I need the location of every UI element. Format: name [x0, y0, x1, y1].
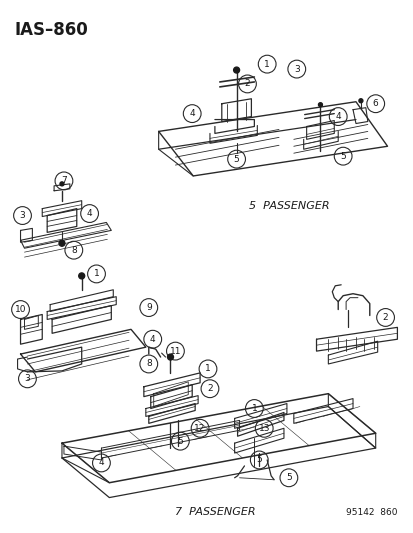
Text: 2: 2 [382, 313, 387, 322]
Text: 9: 9 [145, 303, 151, 312]
Text: 4: 4 [189, 109, 195, 118]
Text: 4: 4 [98, 458, 104, 467]
Text: 4: 4 [87, 209, 92, 218]
Text: 5: 5 [233, 155, 239, 164]
Text: 5: 5 [285, 473, 291, 482]
Text: 4: 4 [150, 335, 155, 344]
Circle shape [318, 103, 322, 107]
Text: 13: 13 [258, 424, 269, 433]
Circle shape [60, 182, 64, 186]
Circle shape [59, 240, 65, 246]
Text: 7  PASSENGER: 7 PASSENGER [174, 507, 254, 518]
Text: 7: 7 [61, 176, 66, 185]
Circle shape [167, 354, 173, 360]
Text: 3: 3 [19, 211, 25, 220]
Text: 10: 10 [15, 305, 26, 314]
Text: 5: 5 [256, 456, 261, 464]
Text: 95142  860: 95142 860 [345, 508, 396, 518]
Text: 5  PASSENGER: 5 PASSENGER [248, 201, 328, 211]
Text: IAS–860: IAS–860 [14, 21, 88, 38]
Text: 2: 2 [206, 384, 212, 393]
Text: 1: 1 [263, 60, 269, 69]
Text: 8: 8 [145, 359, 151, 368]
Text: 12: 12 [194, 424, 205, 433]
Text: 1: 1 [93, 269, 99, 278]
Text: 1: 1 [204, 365, 210, 374]
Circle shape [78, 273, 85, 279]
Text: 5: 5 [177, 437, 183, 446]
Text: 11: 11 [169, 346, 181, 356]
Text: 5: 5 [339, 152, 345, 160]
Text: 2: 2 [244, 79, 249, 88]
Circle shape [358, 99, 362, 103]
Text: 1: 1 [251, 404, 256, 413]
Text: 3: 3 [24, 374, 30, 383]
Text: 4: 4 [335, 112, 340, 121]
Circle shape [233, 67, 239, 73]
Text: 3: 3 [293, 64, 299, 74]
Text: 6: 6 [372, 99, 377, 108]
Text: 8: 8 [71, 246, 76, 255]
